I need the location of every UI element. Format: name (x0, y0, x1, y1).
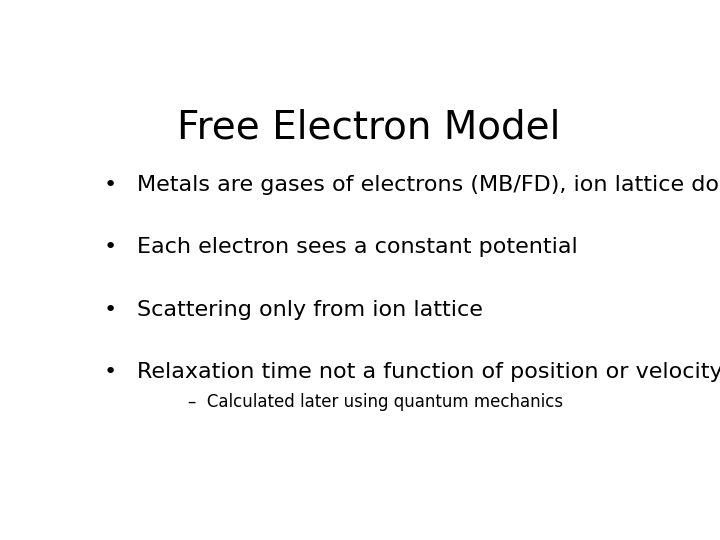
Text: Metals are gases of electrons (MB/FD), ion lattice doesn’t move: Metals are gases of electrons (MB/FD), i… (138, 175, 720, 195)
Text: Scattering only from ion lattice: Scattering only from ion lattice (138, 300, 483, 320)
Text: Free Electron Model: Free Electron Model (177, 109, 561, 146)
Text: –  Calculated later using quantum mechanics: – Calculated later using quantum mechani… (188, 393, 563, 411)
Text: •: • (104, 300, 117, 320)
Text: •: • (104, 238, 117, 258)
Text: Relaxation time not a function of position or velocity: Relaxation time not a function of positi… (138, 362, 720, 382)
Text: Each electron sees a constant potential: Each electron sees a constant potential (138, 238, 578, 258)
Text: •: • (104, 362, 117, 382)
Text: •: • (104, 175, 117, 195)
